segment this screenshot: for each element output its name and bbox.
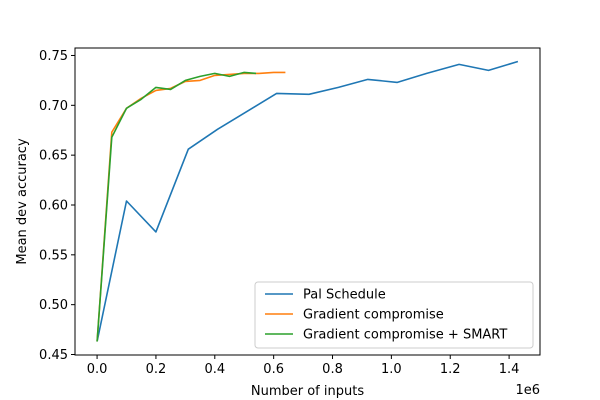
x-tick-label: 0.6 (263, 362, 284, 377)
series-line-1 (96, 60, 519, 342)
y-tick-label: 0.45 (39, 348, 68, 363)
x-tick-label: 0.4 (204, 362, 225, 377)
legend-label-1: Pal Schedule (303, 288, 386, 303)
x-tick-label: 1.2 (440, 362, 461, 377)
plot-lines (96, 60, 519, 342)
legend-box (254, 281, 534, 349)
y-tick-label: 0.65 (39, 149, 68, 164)
x-tick-label: 0.2 (146, 362, 167, 377)
y-tick-label: 0.55 (39, 248, 68, 263)
series-line-3 (96, 71, 257, 342)
legend-label-2: Gradient compromise (303, 308, 444, 323)
plot-frame (74, 47, 541, 356)
x-axis: 0.0 0.2 0.4 0.6 0.8 1.0 1.2 1.4 (87, 355, 520, 377)
legend-label-3: Gradient compromise + SMART (303, 328, 507, 343)
y-tick-label: 0.60 (39, 198, 68, 213)
x-axis-label: Number of inputs (251, 384, 364, 399)
x-tick-label: 0.8 (322, 362, 343, 377)
y-axis: 0.45 0.50 0.55 0.60 0.65 0.70 0.75 (39, 49, 75, 363)
x-tick-label: 0.0 (87, 362, 108, 377)
y-axis-label: Mean dev accuracy (15, 138, 30, 265)
y-tick-label: 0.50 (39, 298, 68, 313)
x-tick-label: 1.4 (499, 362, 520, 377)
y-tick-label: 0.70 (39, 99, 68, 114)
x-axis-offset-label: 1e6 (515, 383, 540, 398)
x-tick-label: 1.0 (381, 362, 402, 377)
y-tick-label: 0.75 (39, 49, 68, 64)
legend: Pal Schedule Gradient compromise Gradient … (254, 281, 534, 349)
